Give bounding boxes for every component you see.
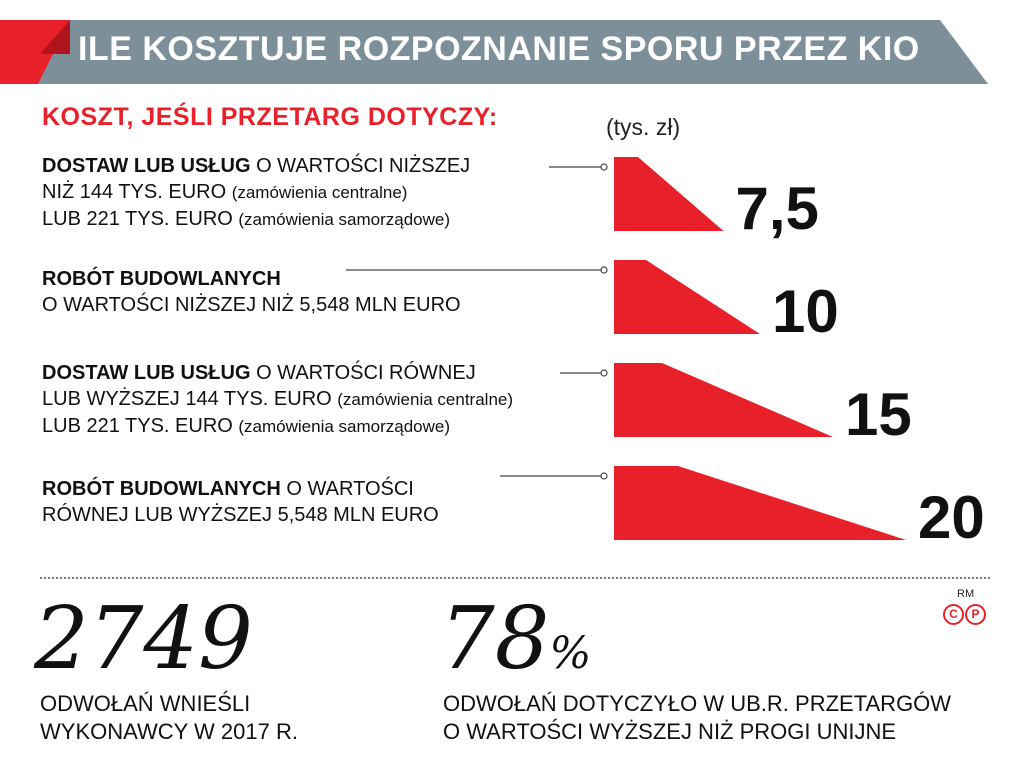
copyright-p-icon: P [965,604,986,625]
row-lead: ROBÓT BUDOWLANYCH [42,478,281,500]
row-text: RÓWNEJ LUB WYŻSZEJ 5,548 MLN EURO [42,504,439,526]
category-label-3: DOSTAW LUB USŁUG O WARTOŚCI RÓWNEJ LUB W… [42,360,513,440]
row-text: NIŻ 144 TYS. EURO [42,181,232,203]
row-text: LUB WYŻSZEJ 144 TYS. EURO [42,388,338,410]
bar-value-label: 20 [918,484,985,551]
bar-1 [614,157,724,231]
banner-red-corner [0,20,70,84]
banner-shape [0,20,988,84]
bar-4 [614,466,906,540]
credit-rm: RM [957,588,975,600]
connector-dot [600,163,608,171]
copyright-c-icon: C [943,604,964,625]
row-text: LUB 221 TYS. EURO [42,208,239,230]
section-subtitle: KOSZT, JEŚLI PRZETARG DOTYCZY: [42,103,498,131]
row-text: O WARTOŚCI RÓWNEJ [250,362,476,384]
stat-desc-line: O WARTOŚCI WYŻSZEJ NIŻ PROGI UNIJNE [443,719,897,744]
row-note: (zamówienia samorządowe) [238,417,451,436]
row-lead: DOSTAW LUB USŁUG [42,362,251,384]
bar-value-label: 7,5 [736,175,819,242]
row-text: O WARTOŚCI [280,478,414,500]
row-note: (zamówienia samorządowe) [238,210,451,229]
stat-number-1: 2749 [34,596,253,682]
bar-value-label: 10 [772,278,839,345]
stat-desc-line: ODWOŁAŃ DOTYCZYŁO W UB.R. PRZETARGÓW [443,691,952,716]
bar-3 [614,363,833,437]
dotted-divider [40,577,990,579]
stat-desc-line: ODWOŁAŃ WNIEŚLI [40,691,251,716]
row-text: LUB 221 TYS. EURO [42,415,239,437]
connector-dot [600,369,608,377]
stat-desc-line: WYKONAWCY W 2017 R. [40,719,298,744]
category-label-4: ROBÓT BUDOWLANYCH O WARTOŚCI RÓWNEJ LUB … [42,476,439,528]
stat-value: 2749 [34,589,253,689]
bar-2 [614,260,760,334]
stat-description-2: ODWOŁAŃ DOTYCZYŁO W UB.R. PRZETARGÓW O W… [443,690,951,746]
row-lead: ROBÓT BUDOWLANYCH [42,268,281,290]
banner-gray [0,20,988,84]
row-note: (zamówienia centralne) [231,183,408,202]
stat-number-2: 78% [440,596,591,697]
header-banner [0,20,1011,84]
row-text: O WARTOŚCI NIŻSZEJ [250,155,471,177]
stat-description-1: ODWOŁAŃ WNIEŚLI WYKONAWCY W 2017 R. [40,690,298,746]
connector-dot [600,266,608,274]
row-text: O WARTOŚCI NIŻSZEJ NIŻ 5,548 MLN EURO [42,294,461,316]
connector-dot [600,472,608,480]
stat-value: 78 [440,589,550,689]
category-label-1: DOSTAW LUB USŁUG O WARTOŚCI NIŻSZEJ NIŻ … [42,153,470,233]
row-note: (zamówienia centralne) [337,390,514,409]
row-lead: DOSTAW LUB USŁUG [42,155,251,177]
percent-sign: % [549,628,592,679]
category-label-2: ROBÓT BUDOWLANYCH O WARTOŚCI NIŻSZEJ NIŻ… [42,266,461,318]
bar-value-label: 15 [845,381,912,448]
banner-red-fold [40,20,70,54]
page-title: ILE KOSZTUJE ROZPOZNANIE SPORU PRZEZ KIO [78,30,920,68]
unit-label: (tys. zł) [606,114,681,140]
